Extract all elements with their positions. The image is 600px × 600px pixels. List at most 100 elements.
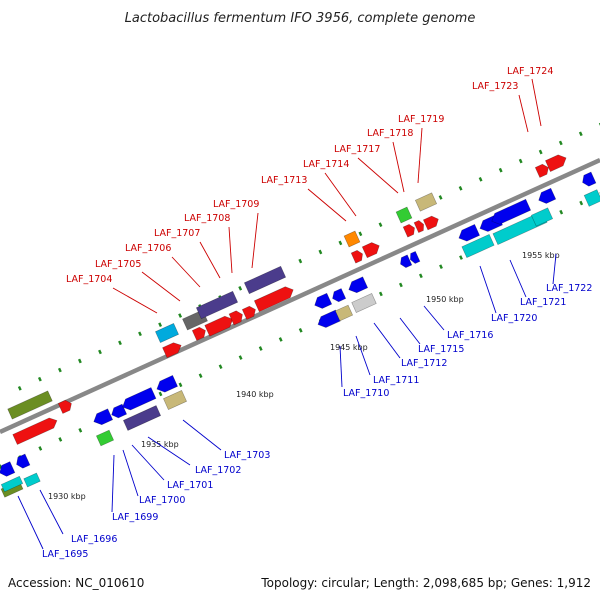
leader-line <box>339 345 343 388</box>
track-dot <box>258 346 263 351</box>
gene-feature <box>95 429 115 447</box>
track-dot <box>158 322 163 328</box>
track-dot <box>238 285 243 291</box>
gene-feature <box>122 405 162 431</box>
gene-feature <box>122 387 157 411</box>
gene-label[interactable]: LAF_1699 <box>112 512 158 523</box>
gene-feature <box>400 254 413 268</box>
genome-axis <box>0 157 600 435</box>
gene-label[interactable]: LAF_1700 <box>139 495 185 506</box>
leader-line <box>251 212 259 269</box>
track-dot <box>378 291 383 297</box>
tick-label: 1930 kbp <box>48 492 86 501</box>
leader-line <box>182 419 222 451</box>
gene-label[interactable]: LAF_1706 <box>125 243 171 254</box>
gene-label[interactable]: LAF_1715 <box>418 344 464 355</box>
leader-line <box>111 454 115 513</box>
gene-label[interactable]: LAF_1710 <box>343 388 389 399</box>
track-dot <box>77 358 82 364</box>
leader-line <box>112 287 158 314</box>
gene-feature <box>538 187 557 204</box>
track-dot <box>559 209 564 215</box>
gene-feature <box>314 292 333 309</box>
gene-feature <box>0 475 24 493</box>
gene-feature <box>414 192 438 212</box>
leader-line <box>509 259 527 298</box>
leader-line <box>399 317 421 345</box>
gene-label[interactable]: LAF_1723 <box>472 81 518 92</box>
gene-feature <box>155 323 179 343</box>
gene-feature <box>334 304 354 322</box>
gene-feature <box>395 206 413 224</box>
leader-line <box>122 449 139 497</box>
leader-line <box>531 78 542 127</box>
gene-label[interactable]: LAF_1705 <box>95 259 141 270</box>
gene-label[interactable]: LAF_1714 <box>303 159 349 170</box>
leader-line <box>392 141 405 193</box>
gene-feature <box>204 315 234 337</box>
gene-label[interactable]: LAF_1718 <box>367 128 413 139</box>
gene-label[interactable]: LAF_1719 <box>398 114 444 125</box>
gene-label[interactable]: LAF_1716 <box>447 330 493 341</box>
gene-feature <box>23 472 41 488</box>
leader-line <box>518 94 529 133</box>
gene-feature <box>156 375 178 393</box>
tick-label: 1955 kbp <box>522 251 560 260</box>
leader-line <box>17 495 44 550</box>
gene-label[interactable]: LAF_1695 <box>42 549 88 560</box>
gene-label[interactable]: LAF_1702 <box>195 465 241 476</box>
track-dot <box>118 340 122 346</box>
track-dot <box>138 331 142 337</box>
gene-feature <box>582 171 597 187</box>
track-dot <box>498 167 503 173</box>
tick-label: 1940 kbp <box>236 390 274 399</box>
gene-feature <box>350 250 363 264</box>
gene-label[interactable]: LAF_1708 <box>184 213 230 224</box>
bottom-gene-labels: LAF_1695 LAF_1696 LAF_1699 LAF_1700 LAF_… <box>42 283 592 560</box>
gene-label[interactable]: LAF_1696 <box>71 534 117 545</box>
track-dot <box>278 337 283 342</box>
gene-label[interactable]: LAF_1717 <box>334 144 380 155</box>
gene-feature <box>458 224 480 242</box>
track-dot <box>17 385 22 391</box>
gene-label[interactable]: LAF_1703 <box>224 450 270 461</box>
gene-feature <box>7 390 53 420</box>
track-dot <box>458 185 463 191</box>
gene-label[interactable]: LAF_1724 <box>507 66 553 77</box>
track-dot <box>398 282 403 288</box>
gene-label[interactable]: LAF_1704 <box>66 274 112 285</box>
track-dot <box>478 176 483 182</box>
gene-feature <box>583 189 600 207</box>
track-dot <box>579 200 584 206</box>
track-dot <box>178 313 183 318</box>
track-dot <box>578 131 583 137</box>
track-dot <box>238 355 243 360</box>
gene-feature <box>351 293 377 313</box>
leader-line <box>141 271 181 302</box>
leader-line <box>228 226 233 274</box>
gene-label[interactable]: LAF_1711 <box>373 375 419 386</box>
track-dot <box>459 255 463 260</box>
track-dot <box>378 222 383 228</box>
gene-label[interactable]: LAF_1712 <box>401 358 447 369</box>
leader-line <box>131 444 165 481</box>
gene-label[interactable]: LAF_1701 <box>167 480 213 491</box>
gene-label[interactable]: LAF_1720 <box>491 313 537 324</box>
gene-feature <box>111 403 128 419</box>
gene-label[interactable]: LAF_1721 <box>520 297 566 308</box>
track-dot <box>418 273 423 279</box>
gene-feature <box>343 230 361 248</box>
gene-features <box>0 154 600 498</box>
track-dot <box>338 240 343 246</box>
track-dot <box>558 140 563 146</box>
gene-feature <box>332 288 347 303</box>
gene-label[interactable]: LAF_1713 <box>261 175 307 186</box>
gene-feature <box>93 408 114 426</box>
gene-label[interactable]: LAF_1722 <box>546 283 592 294</box>
gene-feature <box>12 417 58 445</box>
gene-label[interactable]: LAF_1709 <box>213 199 259 210</box>
gene-feature <box>402 224 415 238</box>
leader-line <box>39 489 64 535</box>
leader-line <box>417 127 423 184</box>
gene-label[interactable]: LAF_1707 <box>154 228 200 239</box>
